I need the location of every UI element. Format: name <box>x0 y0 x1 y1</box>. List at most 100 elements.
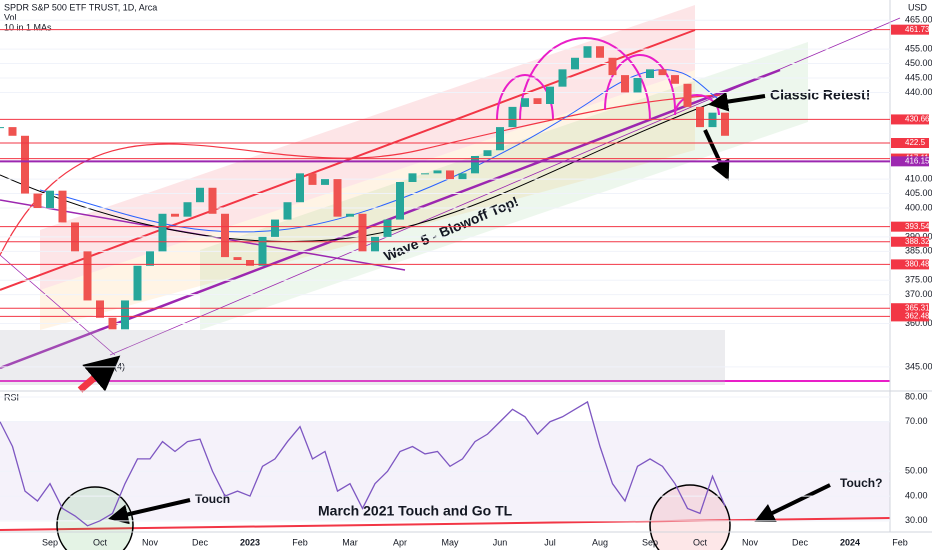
annotation: (4) <box>114 361 125 371</box>
candle <box>596 46 604 58</box>
moving-average <box>0 94 721 256</box>
candle <box>358 213 367 252</box>
candle <box>133 265 142 301</box>
candle <box>46 190 54 208</box>
level-badge <box>891 236 929 247</box>
level-label: 393.54 <box>905 222 930 231</box>
candle <box>21 135 29 194</box>
y-tick-label: 50.00 <box>905 466 928 476</box>
level-badge <box>891 311 929 322</box>
x-tick-label: Apr <box>393 537 407 547</box>
candle <box>158 213 167 252</box>
level-label: 430.66 <box>905 115 930 124</box>
level-label: 365.31 <box>905 303 930 312</box>
level-label: 362.48 <box>905 312 930 321</box>
candle <box>646 69 654 78</box>
candle <box>571 57 579 70</box>
moving-average <box>39 69 721 233</box>
arrow <box>754 483 831 522</box>
y-tick-label: 345.00 <box>905 361 932 371</box>
x-tick-label: Sep <box>642 537 658 547</box>
candle <box>146 251 154 266</box>
candle <box>121 300 129 330</box>
level-badge <box>891 24 929 35</box>
trendline-thin <box>109 17 901 356</box>
y-tick-label: 80.00 <box>905 391 928 401</box>
x-tick-label: Oct <box>93 537 108 547</box>
candle <box>208 187 217 214</box>
y-tick-label: 440.00 <box>905 87 932 97</box>
x-tick-label: Mar <box>342 537 358 547</box>
candle <box>71 222 79 252</box>
title: SPDR S&P 500 ETF TRUST, 1D, Arca <box>4 2 157 12</box>
candle <box>696 106 704 128</box>
candle <box>433 170 442 174</box>
candle <box>0 127 4 129</box>
y-tick-label: 400.00 <box>905 202 932 212</box>
candle <box>346 213 354 217</box>
candle <box>271 219 279 237</box>
candle <box>221 213 229 258</box>
y-tick-label: 360.00 <box>905 318 932 328</box>
candle <box>8 127 17 136</box>
y-tick-label: 465.00 <box>905 15 932 25</box>
candle <box>583 46 592 58</box>
candle <box>83 251 92 301</box>
candle <box>258 236 267 266</box>
candle <box>558 69 567 87</box>
y-tick-label: 70.00 <box>905 416 928 426</box>
candle <box>621 75 629 93</box>
level-label: 461.73 <box>905 25 930 34</box>
level-badge <box>891 221 929 232</box>
x-tick-label: Nov <box>142 537 159 547</box>
candle <box>483 150 492 156</box>
circle <box>649 484 731 550</box>
candle <box>408 173 417 182</box>
candle <box>296 173 304 203</box>
level-label: 416.15 <box>905 156 930 165</box>
arrow <box>708 91 766 112</box>
level-label: 380.48 <box>905 260 930 269</box>
rsi-panel-decor <box>0 390 932 550</box>
x-tick-label: Nov <box>742 537 759 547</box>
annotation: Touch? <box>840 476 882 490</box>
x-tick-label: Feb <box>892 537 908 547</box>
candle <box>371 236 379 252</box>
candle <box>496 127 504 151</box>
candle <box>633 78 642 93</box>
y-tick-label: 455.00 <box>905 43 932 53</box>
candle <box>308 173 317 185</box>
candle <box>108 317 117 330</box>
x-tick-label: Dec <box>792 537 809 547</box>
lower-channel <box>200 42 808 330</box>
annotation: Classic Retest! <box>770 87 870 103</box>
legend: 10 in 1 MAs <box>4 22 52 32</box>
level-badge <box>891 138 929 148</box>
x-tick-label: Jul <box>544 537 556 547</box>
level-badge <box>891 303 929 314</box>
price-panel-decor <box>0 5 901 393</box>
level-label: 388.32 <box>905 237 930 246</box>
candle <box>671 75 679 84</box>
rsi-line <box>0 400 726 527</box>
candle <box>471 156 479 174</box>
candle <box>96 300 104 318</box>
candle <box>658 69 667 76</box>
candle <box>246 260 254 266</box>
candle <box>533 98 542 104</box>
candle <box>321 179 329 185</box>
channel-line <box>0 29 696 291</box>
currency: USD <box>908 2 928 12</box>
x-tick-label: Dec <box>192 537 209 547</box>
level-badge <box>891 114 929 125</box>
trendline <box>0 517 891 531</box>
x-tick-label: Oct <box>693 537 708 547</box>
annotation: Touch <box>195 492 230 506</box>
y-tick-label: 40.00 <box>905 490 928 500</box>
candle <box>183 202 192 217</box>
annotation: March 2021 Touch and Go TL <box>318 503 513 519</box>
arrow <box>108 498 191 525</box>
candle <box>608 57 617 76</box>
candle <box>233 257 242 260</box>
